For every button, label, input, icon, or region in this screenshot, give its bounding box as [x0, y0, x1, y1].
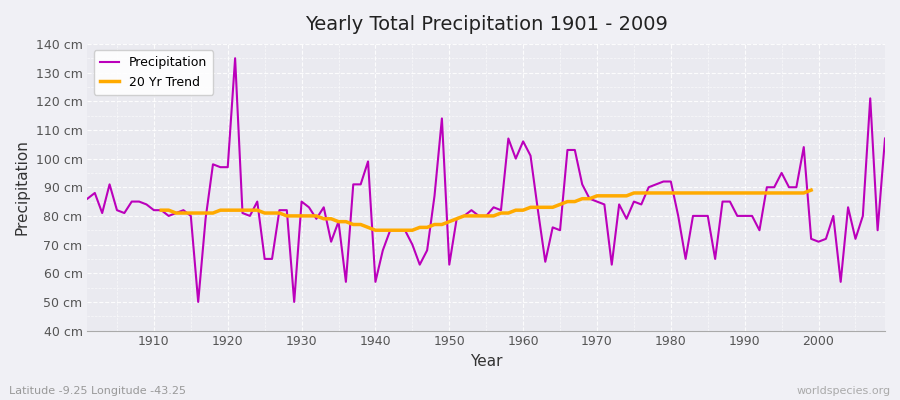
Precipitation — [525, 153, 535, 158]
Precipitation — [141, 202, 152, 207]
Precipitation — [193, 300, 203, 304]
Precipitation — [363, 159, 374, 164]
X-axis label: Year: Year — [470, 354, 502, 369]
Line: Precipitation: Precipitation — [87, 58, 885, 302]
20 Yr Trend — [156, 208, 166, 212]
Legend: Precipitation, 20 Yr Trend: Precipitation, 20 Yr Trend — [94, 50, 213, 95]
20 Yr Trend — [237, 208, 248, 212]
20 Yr Trend — [289, 214, 300, 218]
Text: Latitude -9.25 Longitude -43.25: Latitude -9.25 Longitude -43.25 — [9, 386, 186, 396]
20 Yr Trend — [414, 225, 425, 230]
Precipitation — [319, 205, 329, 210]
Precipitation — [82, 196, 93, 201]
Text: worldspecies.org: worldspecies.org — [796, 386, 891, 396]
20 Yr Trend — [222, 208, 233, 212]
Y-axis label: Precipitation: Precipitation — [15, 139, 30, 235]
Precipitation — [879, 136, 890, 141]
20 Yr Trend — [370, 228, 381, 233]
Line: 20 Yr Trend: 20 Yr Trend — [161, 190, 811, 230]
20 Yr Trend — [806, 188, 816, 192]
Precipitation — [533, 208, 544, 212]
Precipitation — [621, 216, 632, 221]
20 Yr Trend — [496, 211, 507, 216]
Precipitation — [230, 56, 240, 61]
Title: Yearly Total Precipitation 1901 - 2009: Yearly Total Precipitation 1901 - 2009 — [305, 15, 668, 34]
20 Yr Trend — [739, 190, 750, 195]
